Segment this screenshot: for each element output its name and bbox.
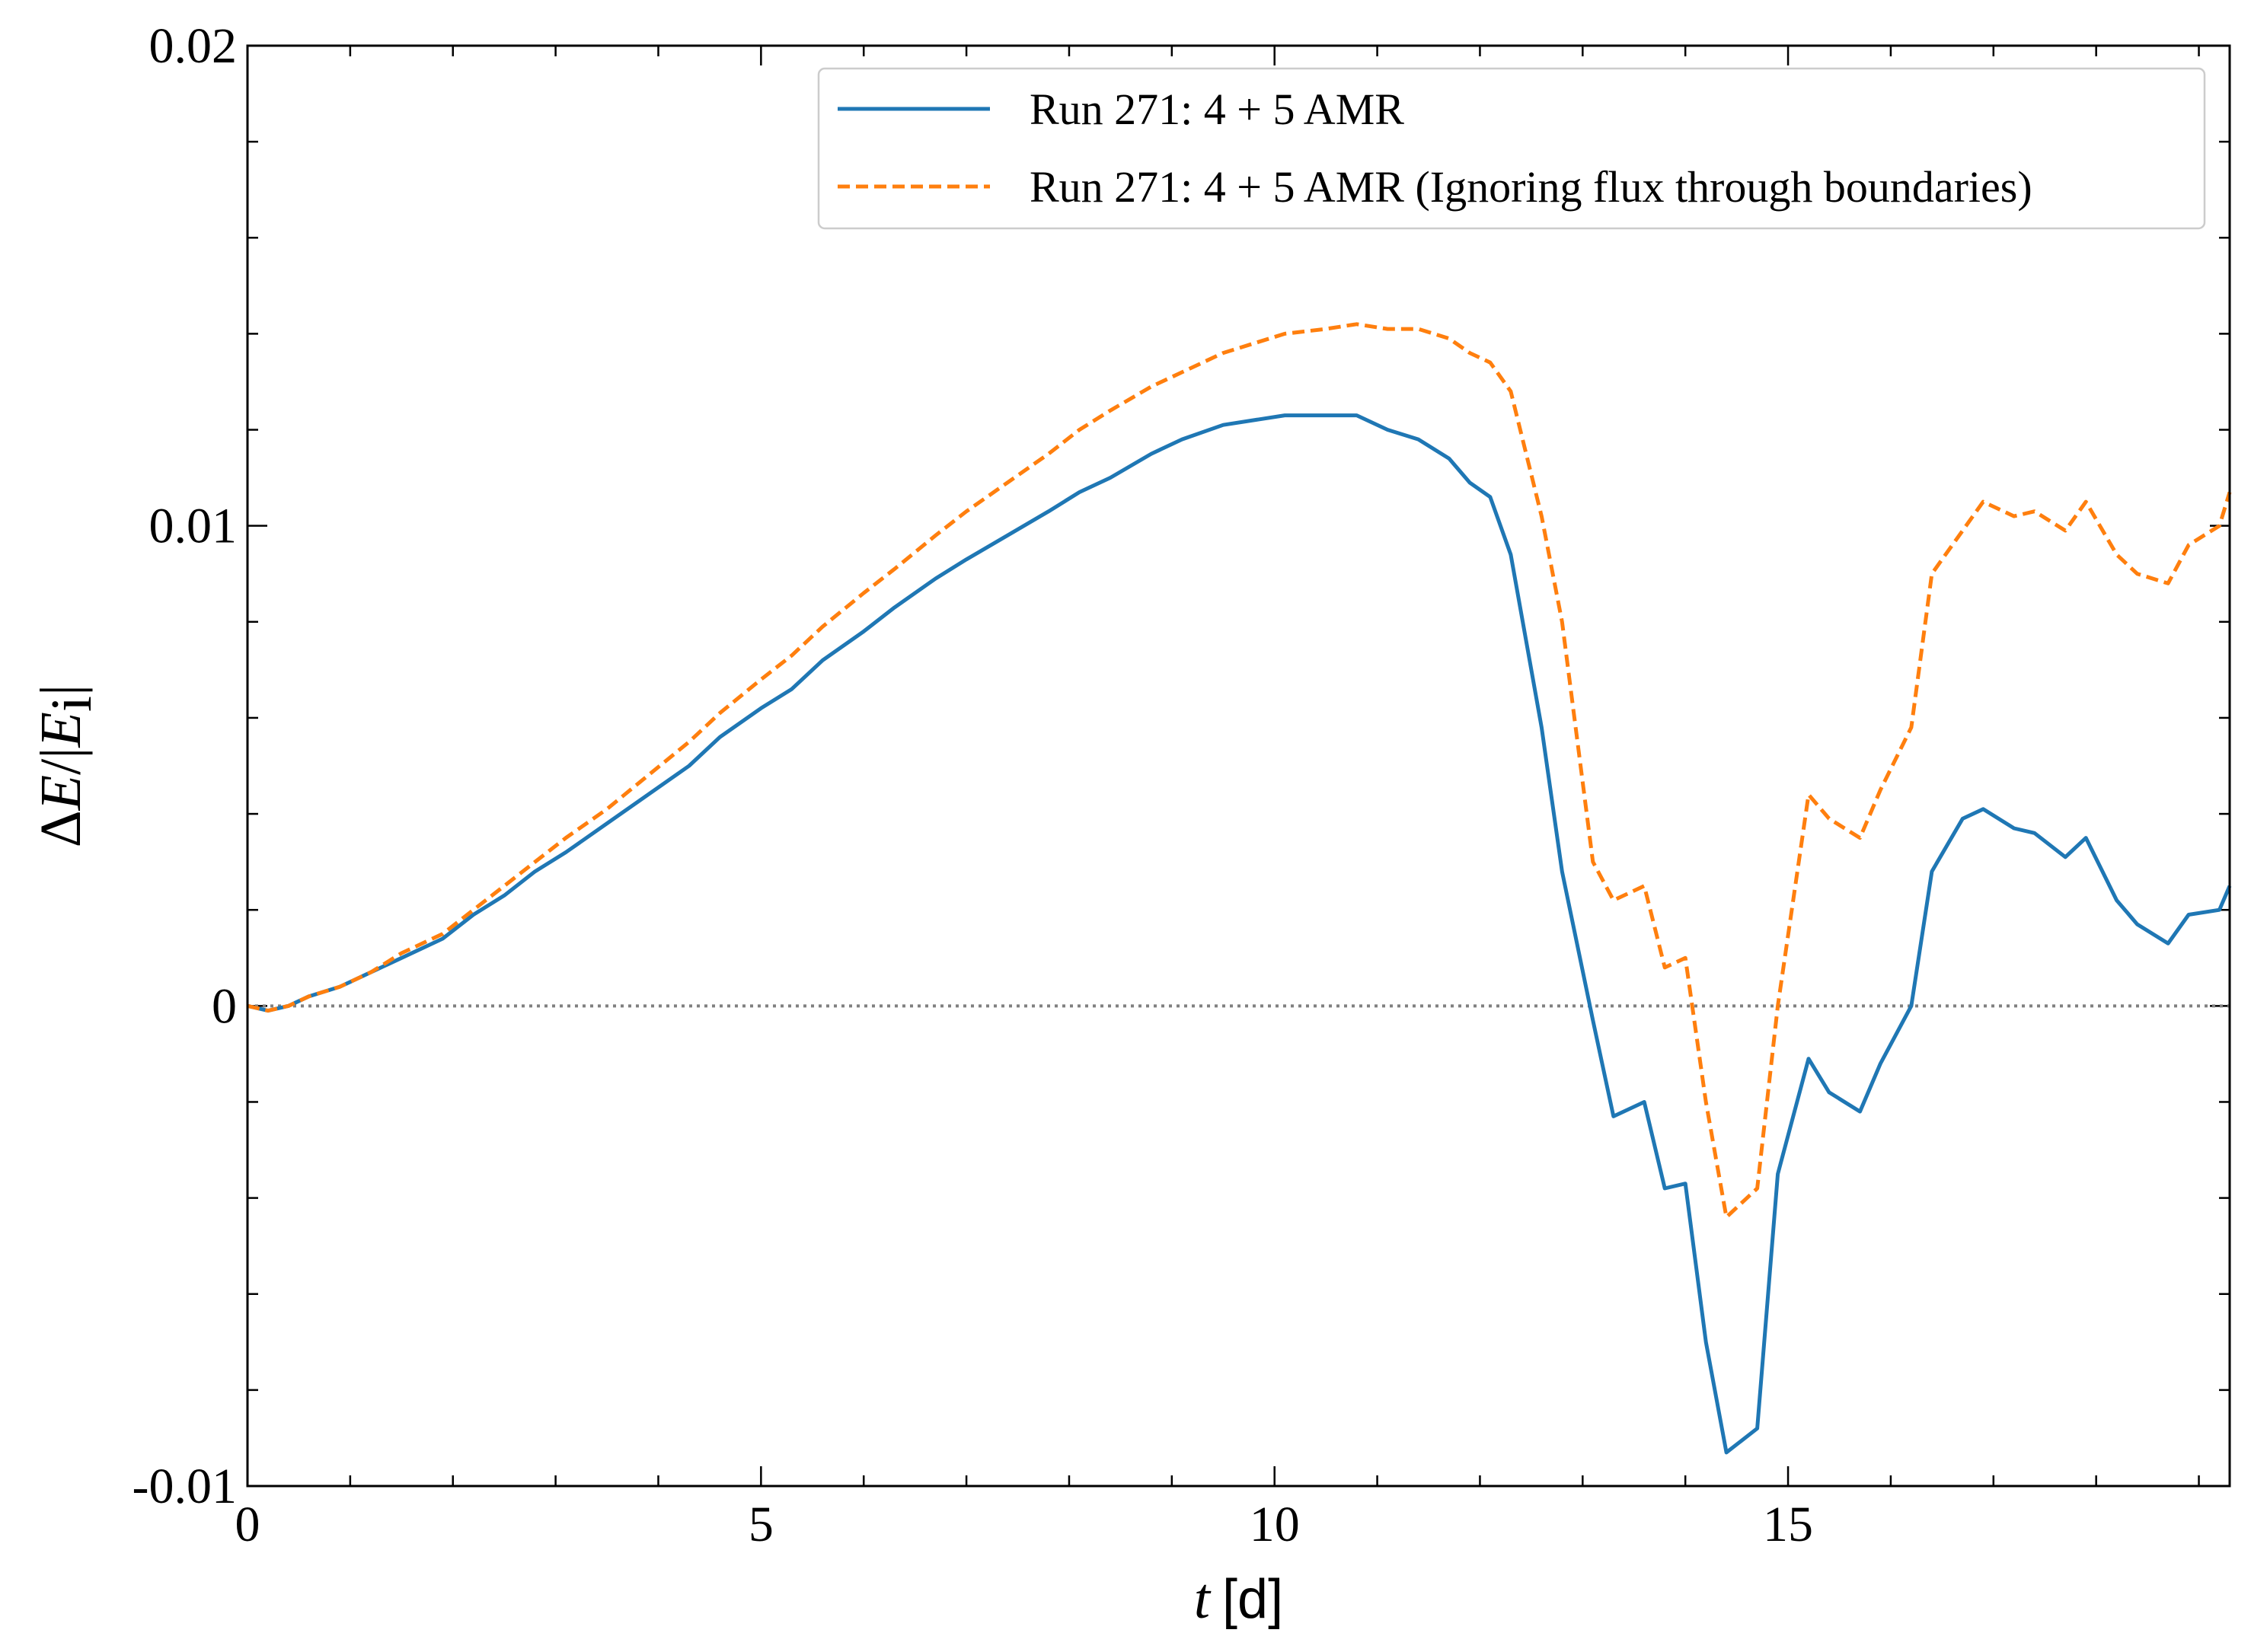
series-line-0 (247, 413, 2232, 1455)
x-tick-label: 5 (749, 1497, 774, 1552)
y-tick-label: 0.01 (149, 499, 238, 554)
y-axis-symbol: E (29, 775, 93, 811)
y-axis-label: ΔE/|Ei| (29, 684, 104, 847)
legend-label-series-1: Run 271: 4 + 5 AMR (Ignoring flux throug… (1030, 162, 2032, 212)
y-axis-sep: /| (29, 748, 93, 775)
y-axis-suffix: | (29, 684, 93, 696)
series-line-1 (247, 322, 2232, 1220)
x-axis-unit: [d] (1222, 1569, 1283, 1630)
plot-frame (246, 44, 2231, 1488)
y-axis-delta: Δ (29, 810, 93, 847)
y-tick-label: -0.01 (133, 1459, 237, 1514)
legend: Run 271: 4 + 5 AMR Run 271: 4 + 5 AMR (I… (817, 67, 2206, 230)
x-tick-label: 15 (1763, 1497, 1813, 1552)
y-tick-label: 0.02 (149, 18, 238, 74)
x-axis-label: t [d] (1194, 1567, 1283, 1631)
y-axis-sub-symbol: E (29, 712, 93, 748)
y-axis-subscript: i (40, 696, 104, 712)
series-lines (247, 322, 2232, 1455)
x-tick-label: 10 (1250, 1497, 1300, 1552)
x-tick-label: 0 (235, 1497, 260, 1552)
legend-label-series-0: Run 271: 4 + 5 AMR (1030, 85, 1404, 134)
legend-box (817, 67, 2206, 230)
x-axis-symbol: t (1194, 1567, 1212, 1631)
y-tick-label: 0 (212, 978, 237, 1034)
